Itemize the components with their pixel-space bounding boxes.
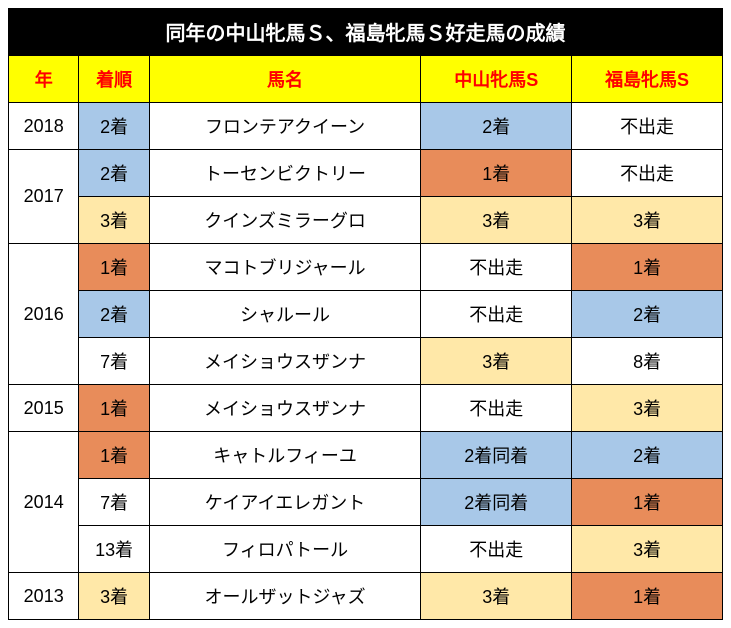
- cell-horse-name: トーセンビクトリー: [149, 150, 421, 197]
- table-row: 20172着トーセンビクトリー1着不出走: [9, 150, 723, 197]
- results-table: 年 着順 馬名 中山牝馬S 福島牝馬S 20182着フロンテアクイーン2着不出走…: [8, 55, 723, 620]
- cell-race1: 1着: [421, 150, 572, 197]
- cell-rank: 7着: [79, 338, 149, 385]
- cell-race1: 3着: [421, 338, 572, 385]
- table-row: 20151着メイショウスザンナ不出走3着: [9, 385, 723, 432]
- table-row: 7着メイショウスザンナ3着8着: [9, 338, 723, 385]
- cell-year: 2017: [9, 150, 79, 244]
- cell-race1: 2着同着: [421, 432, 572, 479]
- cell-rank: 3着: [79, 573, 149, 620]
- cell-race2: 2着: [572, 291, 723, 338]
- cell-race1: 2着同着: [421, 479, 572, 526]
- cell-horse-name: クインズミラーグロ: [149, 197, 421, 244]
- cell-rank: 1着: [79, 385, 149, 432]
- cell-race1: 不出走: [421, 526, 572, 573]
- cell-horse-name: フロンテアクイーン: [149, 103, 421, 150]
- header-year: 年: [9, 56, 79, 103]
- cell-race1: 不出走: [421, 244, 572, 291]
- cell-horse-name: キャトルフィーユ: [149, 432, 421, 479]
- table-row: 20133着オールザットジャズ3着1着: [9, 573, 723, 620]
- cell-race1: 3着: [421, 197, 572, 244]
- table-row: 20141着キャトルフィーユ2着同着2着: [9, 432, 723, 479]
- header-race1: 中山牝馬S: [421, 56, 572, 103]
- cell-race2: 8着: [572, 338, 723, 385]
- cell-horse-name: オールザットジャズ: [149, 573, 421, 620]
- cell-race1: 2着: [421, 103, 572, 150]
- table-row: 20161着マコトブリジャール不出走1着: [9, 244, 723, 291]
- cell-year: 2016: [9, 244, 79, 385]
- cell-race2: 不出走: [572, 150, 723, 197]
- cell-rank: 7着: [79, 479, 149, 526]
- cell-race1: 不出走: [421, 291, 572, 338]
- cell-race1: 不出走: [421, 385, 572, 432]
- cell-race2: 1着: [572, 244, 723, 291]
- cell-rank: 13着: [79, 526, 149, 573]
- cell-horse-name: メイショウスザンナ: [149, 338, 421, 385]
- results-table-container: 同年の中山牝馬Ｓ、福島牝馬Ｓ好走馬の成績 年 着順 馬名 中山牝馬S 福島牝馬S…: [8, 8, 723, 620]
- cell-year: 2018: [9, 103, 79, 150]
- cell-race2: 2着: [572, 432, 723, 479]
- cell-race2: 3着: [572, 197, 723, 244]
- table-title: 同年の中山牝馬Ｓ、福島牝馬Ｓ好走馬の成績: [8, 8, 723, 55]
- table-row: 2着シャルール不出走2着: [9, 291, 723, 338]
- cell-horse-name: ケイアイエレガント: [149, 479, 421, 526]
- table-row: 20182着フロンテアクイーン2着不出走: [9, 103, 723, 150]
- header-race2: 福島牝馬S: [572, 56, 723, 103]
- cell-race2: 3着: [572, 526, 723, 573]
- cell-rank: 1着: [79, 432, 149, 479]
- cell-race2: 1着: [572, 479, 723, 526]
- cell-rank: 1着: [79, 244, 149, 291]
- cell-race2: 不出走: [572, 103, 723, 150]
- header-row: 年 着順 馬名 中山牝馬S 福島牝馬S: [9, 56, 723, 103]
- table-row: 3着クインズミラーグロ3着3着: [9, 197, 723, 244]
- cell-horse-name: メイショウスザンナ: [149, 385, 421, 432]
- cell-rank: 2着: [79, 150, 149, 197]
- cell-year: 2013: [9, 573, 79, 620]
- cell-year: 2015: [9, 385, 79, 432]
- table-row: 13着フィロパトール不出走3着: [9, 526, 723, 573]
- header-name: 馬名: [149, 56, 421, 103]
- cell-horse-name: マコトブリジャール: [149, 244, 421, 291]
- cell-year: 2014: [9, 432, 79, 573]
- table-row: 7着ケイアイエレガント2着同着1着: [9, 479, 723, 526]
- cell-race2: 1着: [572, 573, 723, 620]
- cell-race1: 3着: [421, 573, 572, 620]
- cell-rank: 3着: [79, 197, 149, 244]
- header-rank: 着順: [79, 56, 149, 103]
- cell-rank: 2着: [79, 291, 149, 338]
- cell-horse-name: フィロパトール: [149, 526, 421, 573]
- cell-rank: 2着: [79, 103, 149, 150]
- cell-race2: 3着: [572, 385, 723, 432]
- cell-horse-name: シャルール: [149, 291, 421, 338]
